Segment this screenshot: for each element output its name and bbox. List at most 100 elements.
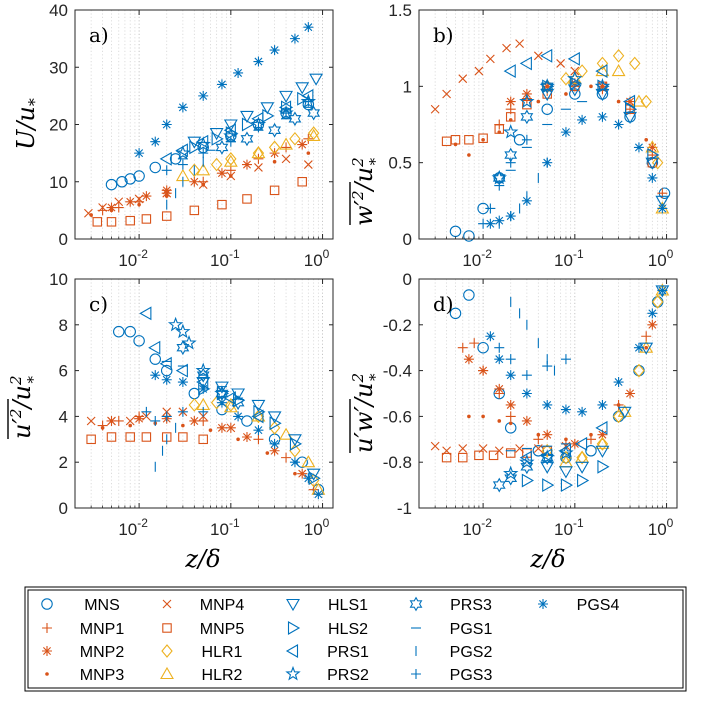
legend-item-prs1: PRS1: [285, 644, 369, 661]
data-point: [502, 43, 511, 53]
legend-item-mnp4: MNP4: [162, 597, 245, 614]
ylabel-c: u′2/u2*: [7, 375, 42, 439]
series-hls2: [189, 91, 310, 155]
data-point: [251, 111, 264, 126]
data-point: [178, 432, 188, 442]
legend-box: [24, 586, 687, 692]
data-point: [595, 64, 608, 79]
data-point: [253, 404, 266, 419]
data-point: [597, 459, 610, 474]
series-mnp2: [463, 319, 658, 449]
data-point: [216, 79, 227, 90]
data-point: [134, 194, 144, 204]
data-point: [161, 165, 172, 176]
data-point: [306, 151, 311, 155]
data-point: [522, 99, 532, 110]
series-prs3: [492, 450, 554, 493]
data-point: [494, 180, 505, 191]
panel-label-b: b): [433, 23, 454, 47]
ytick-label: 0: [403, 270, 412, 289]
data-point: [504, 470, 518, 486]
series-mnp5: [92, 177, 307, 227]
legend-marker: [285, 665, 301, 681]
data-point: [560, 478, 574, 493]
data-point: [508, 421, 513, 426]
data-point: [540, 450, 554, 466]
data-point: [589, 84, 593, 89]
data-point: [450, 135, 461, 145]
data-point: [576, 450, 588, 465]
data-point: [647, 142, 658, 153]
data-point: [540, 461, 555, 474]
data-point: [657, 285, 668, 296]
data-point: [478, 365, 489, 376]
data-point: [196, 376, 211, 390]
data-point: [647, 148, 660, 162]
series-prs3: [176, 340, 245, 411]
data-point: [567, 70, 583, 86]
data-point: [288, 111, 302, 127]
data-point: [188, 163, 201, 178]
data-point: [226, 423, 236, 433]
xtick-label: 100: [648, 516, 674, 539]
legend-label: MNP4: [200, 597, 245, 614]
data-point: [585, 444, 597, 457]
data-point: [542, 478, 555, 493]
data-point: [105, 178, 118, 191]
data-point: [175, 323, 191, 339]
legend-item-pgs3: PGS3: [411, 667, 492, 684]
svg-text:U/u*: U/u*: [12, 98, 44, 150]
xlabel-right: z/δ: [529, 545, 565, 573]
data-point: [279, 427, 293, 440]
ytick-label: -0.2: [383, 316, 412, 335]
legend-label: PGS1: [450, 621, 493, 638]
data-point: [124, 325, 136, 338]
data-point: [253, 434, 264, 445]
data-point: [488, 450, 499, 461]
xtick-label: 10-1: [554, 247, 584, 270]
data-point: [494, 354, 505, 365]
data-point: [430, 441, 440, 451]
data-point: [149, 161, 162, 174]
data-point: [533, 51, 543, 61]
data-point: [133, 170, 145, 182]
data-point: [269, 185, 280, 196]
data-point: [125, 416, 135, 426]
data-point: [611, 63, 626, 77]
data-point: [236, 437, 240, 442]
legend-label: MNS: [84, 597, 120, 614]
data-point: [225, 136, 236, 147]
xtick-label: 10-2: [118, 516, 148, 539]
data-point: [474, 450, 484, 461]
data-point: [449, 307, 462, 320]
data-point: [463, 354, 474, 365]
data-point: [268, 420, 281, 435]
data-point: [253, 122, 264, 133]
legend-label: PRS2: [327, 667, 369, 684]
legend-item-pgs1: PGS1: [411, 621, 492, 638]
data-point: [492, 477, 506, 493]
data-point: [161, 211, 172, 221]
data-point: [541, 443, 553, 458]
data-point: [272, 159, 277, 164]
data-point: [542, 81, 553, 92]
data-point: [150, 415, 161, 426]
series-mnp4: [84, 154, 313, 218]
data-point: [569, 76, 582, 91]
xtick-label: 100: [648, 247, 674, 270]
data-point: [597, 81, 608, 92]
data-point: [474, 66, 484, 76]
data-point: [441, 452, 452, 463]
data-point: [521, 415, 532, 426]
data-point: [430, 104, 440, 114]
panel-c: 0 2 4 6 8 10 10-2 10-1 100 c): [49, 270, 334, 539]
ylabel-d: u′w′/u2*: [349, 373, 384, 453]
data-point: [505, 96, 516, 107]
data-point: [109, 208, 114, 213]
data-point: [657, 203, 668, 214]
data-point: [223, 123, 236, 138]
data-point: [595, 436, 610, 449]
legend-marker: [162, 623, 172, 633]
ytick-label: 0.5: [388, 154, 412, 173]
data-point: [458, 452, 468, 463]
